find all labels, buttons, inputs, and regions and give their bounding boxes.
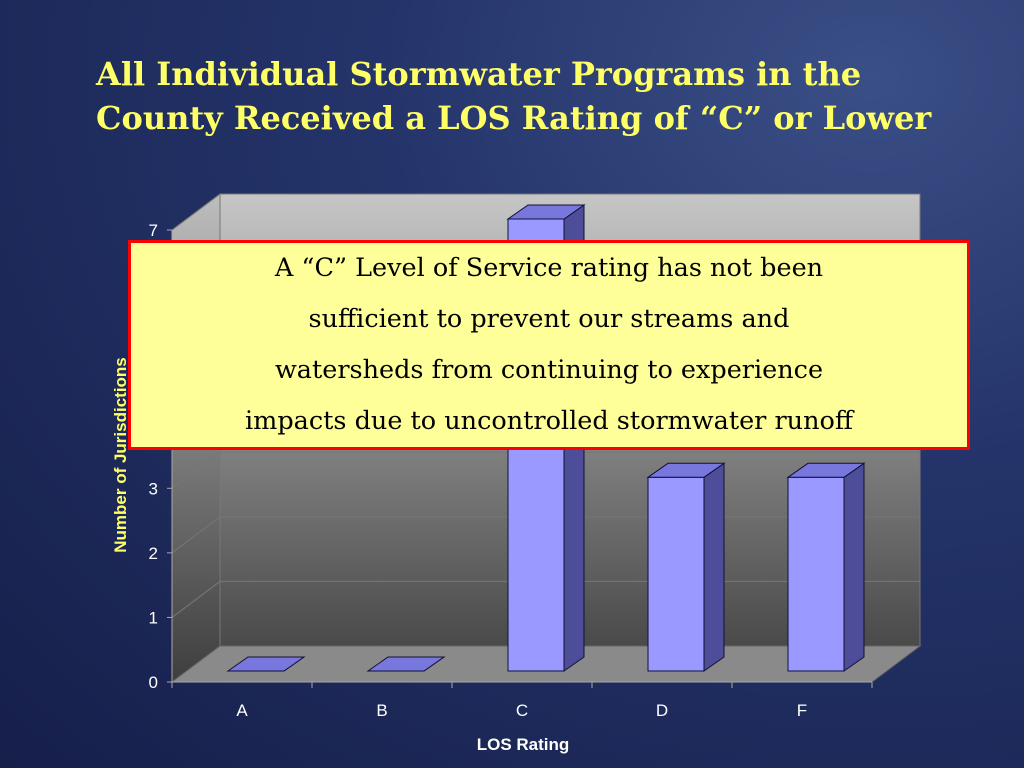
slide-title: All Individual Stormwater Programs in th…	[96, 52, 1006, 140]
bar-A	[226, 656, 306, 672]
x-tick-label: D	[656, 701, 668, 720]
y-tick-label: 3	[149, 479, 158, 498]
y-tick-label: 2	[149, 544, 158, 563]
bar-top-face	[226, 656, 306, 672]
callout-line-2: sufficient to prevent our streams and	[308, 304, 790, 334]
slide-title-line-2: County Received a LOS Rating of “C” or L…	[96, 99, 932, 137]
callout-line-3: watersheds from continuing to experience	[274, 355, 824, 385]
y-tick-label: 7	[149, 221, 158, 240]
bar-top-face	[786, 462, 866, 478]
callout-line-1: A “C” Level of Service rating has not be…	[274, 253, 824, 283]
x-axis-label: LOS Rating	[477, 735, 570, 754]
bar-top-face	[366, 656, 446, 672]
callout-line-4: impacts due to uncontrolled stormwater r…	[245, 406, 853, 436]
y-axis-label: Number of Jurisdictions	[111, 357, 130, 553]
bar-side-face	[843, 462, 865, 672]
bar-top-face	[646, 462, 726, 478]
bar-D	[646, 462, 726, 672]
y-tick-label: 1	[149, 608, 158, 627]
x-tick-label: F	[797, 701, 807, 720]
y-tick-label: 0	[149, 673, 158, 692]
bar-F	[786, 462, 866, 672]
bar-front-face	[787, 476, 845, 672]
x-tick-label: B	[376, 701, 387, 720]
x-tick-label: A	[236, 701, 248, 720]
slide-title-line-1: All Individual Stormwater Programs in th…	[96, 55, 862, 93]
bar-top-face	[506, 204, 586, 220]
bar-front-face	[647, 476, 705, 672]
callout-box: A “C” Level of Service rating has not be…	[128, 240, 970, 450]
bar-side-face	[703, 462, 725, 672]
bar-B	[366, 656, 446, 672]
x-tick-label: C	[516, 701, 528, 720]
gridline	[171, 193, 920, 231]
gridline	[171, 451, 920, 489]
